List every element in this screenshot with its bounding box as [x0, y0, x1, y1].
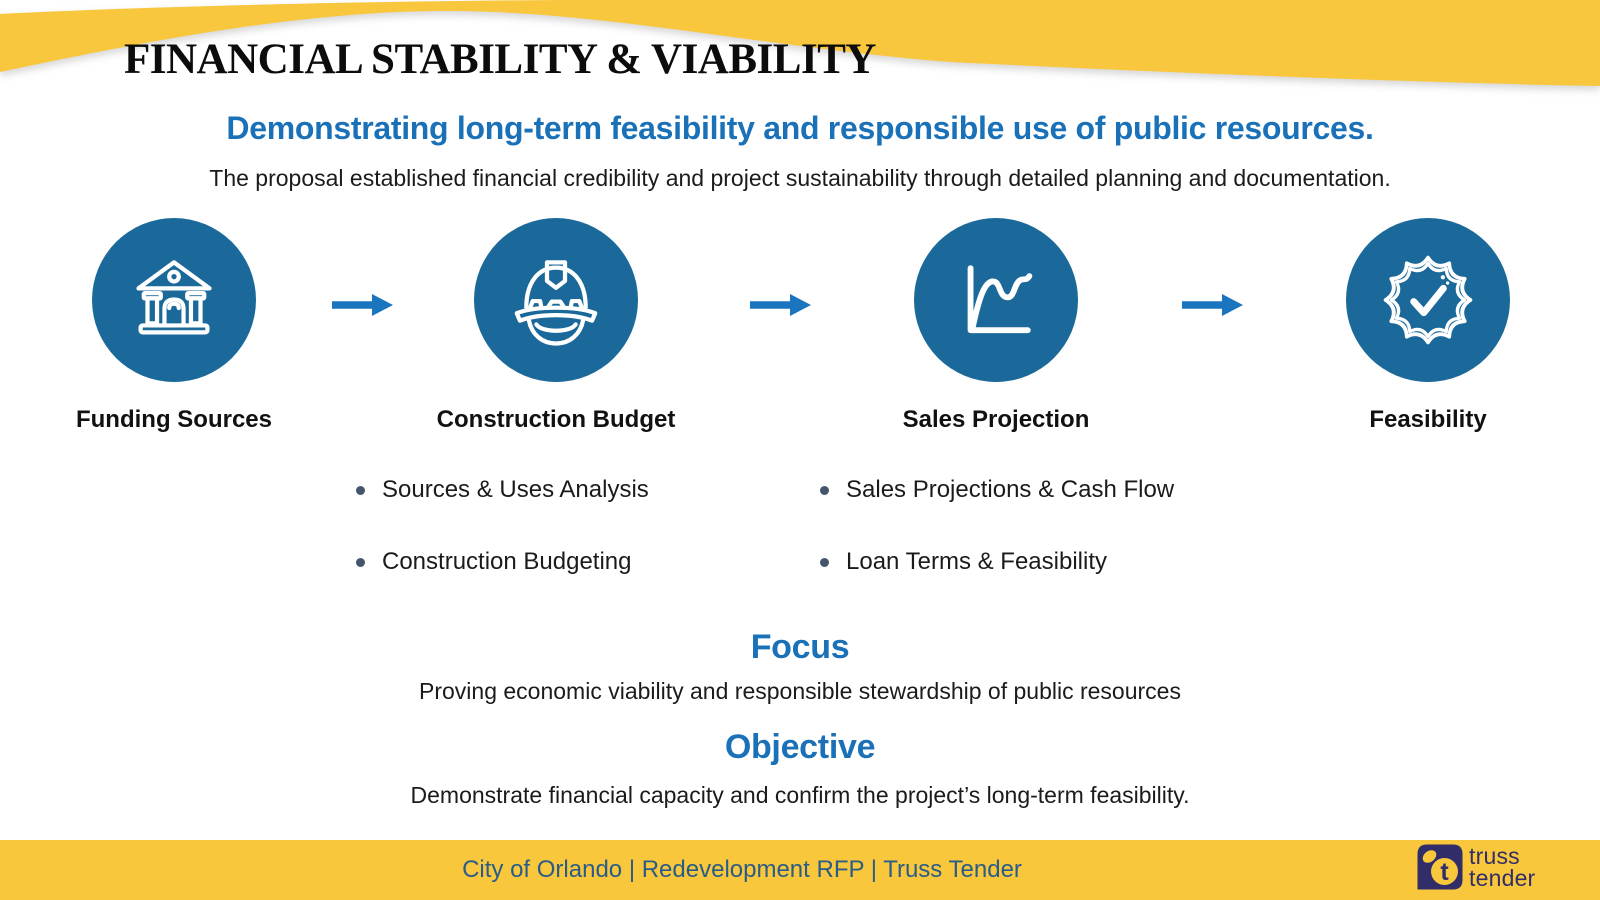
bullet-list-left: Sources & Uses Analysis Construction Bud…: [356, 476, 649, 620]
focus-text: Proving economic viability and responsib…: [419, 678, 1181, 704]
list-item: Loan Terms & Feasibility: [820, 548, 1174, 576]
bullet-text: Sales Projections & Cash Flow: [846, 476, 1175, 503]
arrow-right-icon: [332, 294, 393, 316]
objective-heading: Objective: [724, 728, 876, 766]
bullet-text: Loan Terms & Feasibility: [846, 548, 1107, 575]
list-item: Sales Projections & Cash Flow: [820, 476, 1174, 504]
logo-wordmark: truss tender: [1469, 843, 1536, 891]
objective-text: Demonstrate financial capacity and confi…: [410, 782, 1190, 808]
list-item: Construction Budgeting: [356, 548, 649, 576]
sales-projection-circle: [914, 218, 1078, 382]
funding-sources-circle: [92, 218, 256, 382]
logo-word-truss: truss: [1469, 843, 1520, 869]
footer-text: City of Orlando | Redevelopment RFP | Tr…: [462, 856, 1022, 883]
step-label: Feasibility: [1369, 406, 1487, 433]
footer-bar: City of Orlando | Redevelopment RFP | Tr…: [0, 840, 1600, 900]
bank-icon: [136, 260, 212, 335]
truss-tender-logo-icon: t: [1417, 844, 1463, 890]
arrow-right-icon: [750, 294, 811, 316]
bullet-text: Construction Budgeting: [382, 548, 632, 575]
bullet-list-right: Sales Projections & Cash Flow Loan Terms…: [820, 476, 1174, 620]
logo-monogram: t: [1440, 858, 1449, 886]
construction-budget-circle: [474, 218, 638, 382]
step-sales-projection: Sales Projection: [846, 218, 1146, 434]
page-title: FINANCIAL STABILITY & VIABILITY: [124, 36, 876, 83]
step-construction-budget: Construction Budget: [406, 218, 706, 434]
slide-subtitle: Demonstrating long-term feasibility and …: [226, 110, 1374, 146]
growth-chart-icon: [967, 265, 1033, 334]
arrow-right-icon: [1182, 294, 1243, 316]
step-funding-sources: Funding Sources: [24, 218, 324, 434]
focus-heading: Focus: [750, 628, 850, 666]
step-feasibility: Feasibility: [1278, 218, 1578, 434]
truss-tender-logo: t truss tender: [1416, 843, 1535, 891]
slide-description: The proposal established financial credi…: [209, 165, 1391, 191]
bullet-text: Sources & Uses Analysis: [382, 476, 649, 503]
badge-check-icon: [1383, 255, 1473, 345]
step-label: Construction Budget: [436, 406, 676, 433]
step-label: Funding Sources: [75, 406, 272, 433]
hard-hat-icon: [514, 260, 598, 346]
logo-word-tender: tender: [1469, 865, 1536, 891]
top-wave-decoration: [0, 0, 1600, 86]
step-label: Sales Projection: [902, 406, 1090, 433]
feasibility-circle: [1346, 218, 1510, 382]
list-item: Sources & Uses Analysis: [356, 476, 649, 504]
